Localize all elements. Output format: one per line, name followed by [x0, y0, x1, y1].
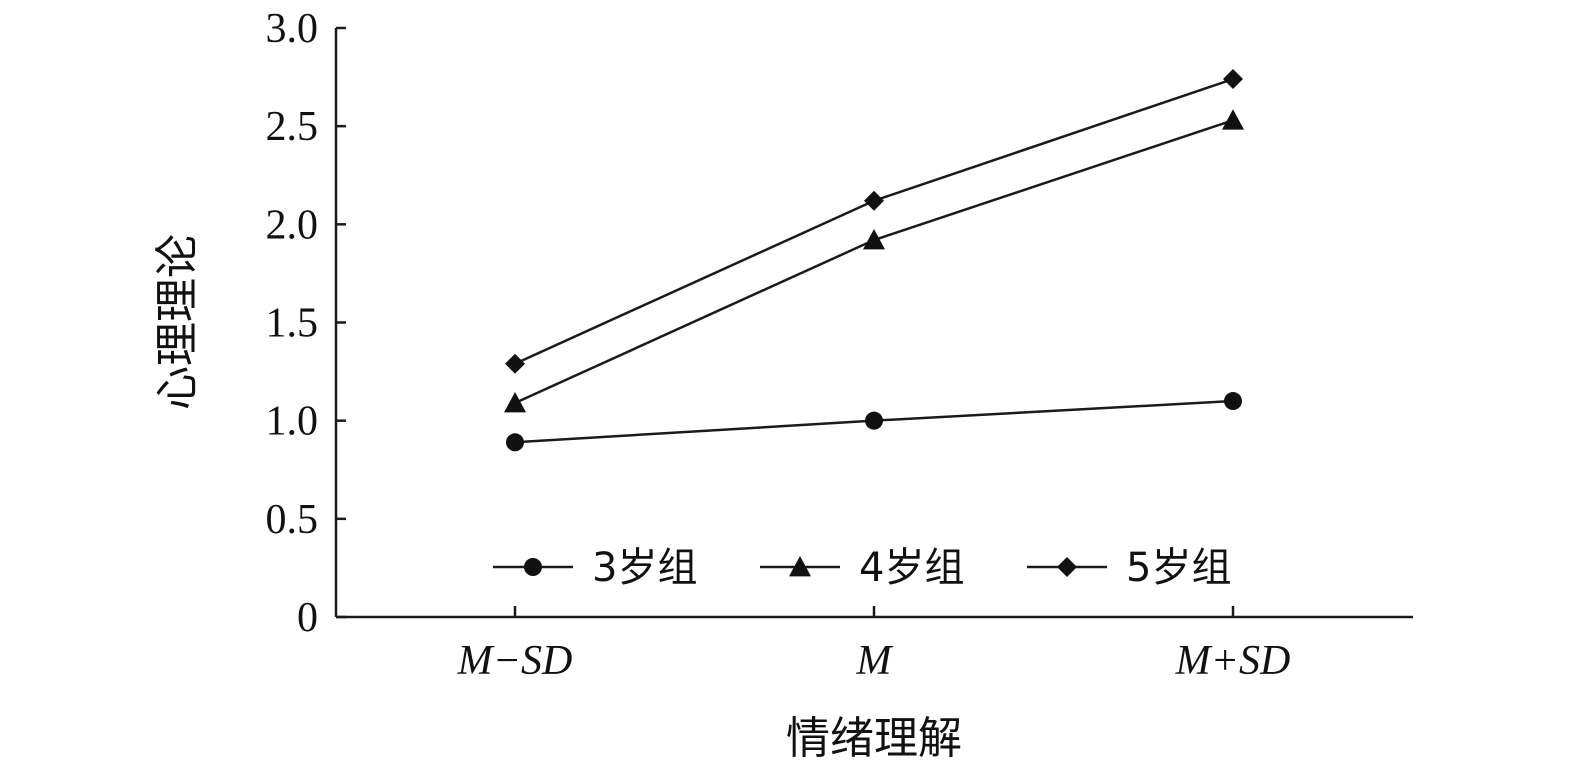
data-point — [863, 229, 885, 250]
legend-marker — [1057, 557, 1077, 577]
series-group — [504, 109, 1244, 413]
series-line — [514, 77, 1234, 365]
data-point — [505, 353, 525, 374]
axes — [334, 28, 1413, 619]
series-line — [514, 119, 1234, 405]
y-tick-label: 0.5 — [266, 497, 319, 543]
data-point — [504, 391, 526, 413]
legend: 3岁组 4岁组 5岁组 — [493, 545, 1231, 591]
y-tick-label: 2.0 — [266, 202, 319, 248]
y-tick-label: 0 — [297, 595, 318, 641]
y-tick-label: 1.5 — [266, 301, 319, 347]
y-tick-label: 2.5 — [266, 104, 319, 150]
x-tick-label: M — [856, 638, 894, 684]
ticks: 0 0.5 1.0 1.5 2.0 2.5 3.0 M−SD M M+SD — [266, 6, 1291, 684]
series-group — [506, 392, 1242, 452]
y-tick-label: 3.0 — [266, 6, 319, 52]
y-tick-label: 1.0 — [266, 399, 319, 445]
legend-item: 5岁组 — [1027, 545, 1231, 591]
legend-marker — [524, 558, 542, 576]
y-axis-title: 心理理论 — [152, 234, 203, 410]
series-group — [505, 69, 1243, 374]
legend-label: 3岁组 — [592, 545, 697, 591]
data-point — [865, 411, 883, 430]
legend-label: 4岁组 — [859, 545, 964, 591]
x-axis-title: 情绪理解 — [786, 713, 962, 764]
data-point — [1223, 69, 1243, 90]
data-point — [864, 190, 884, 211]
legend-marker — [789, 556, 811, 577]
data-point — [506, 433, 524, 452]
legend-item: 4岁组 — [760, 545, 964, 591]
x-tick-label: M−SD — [457, 638, 573, 684]
data-point — [1224, 392, 1242, 411]
x-tick-label: M+SD — [1175, 638, 1291, 684]
series — [504, 69, 1244, 452]
legend-item: 3岁组 — [493, 545, 697, 591]
data-point — [1222, 109, 1244, 130]
legend-label: 5岁组 — [1126, 545, 1231, 591]
